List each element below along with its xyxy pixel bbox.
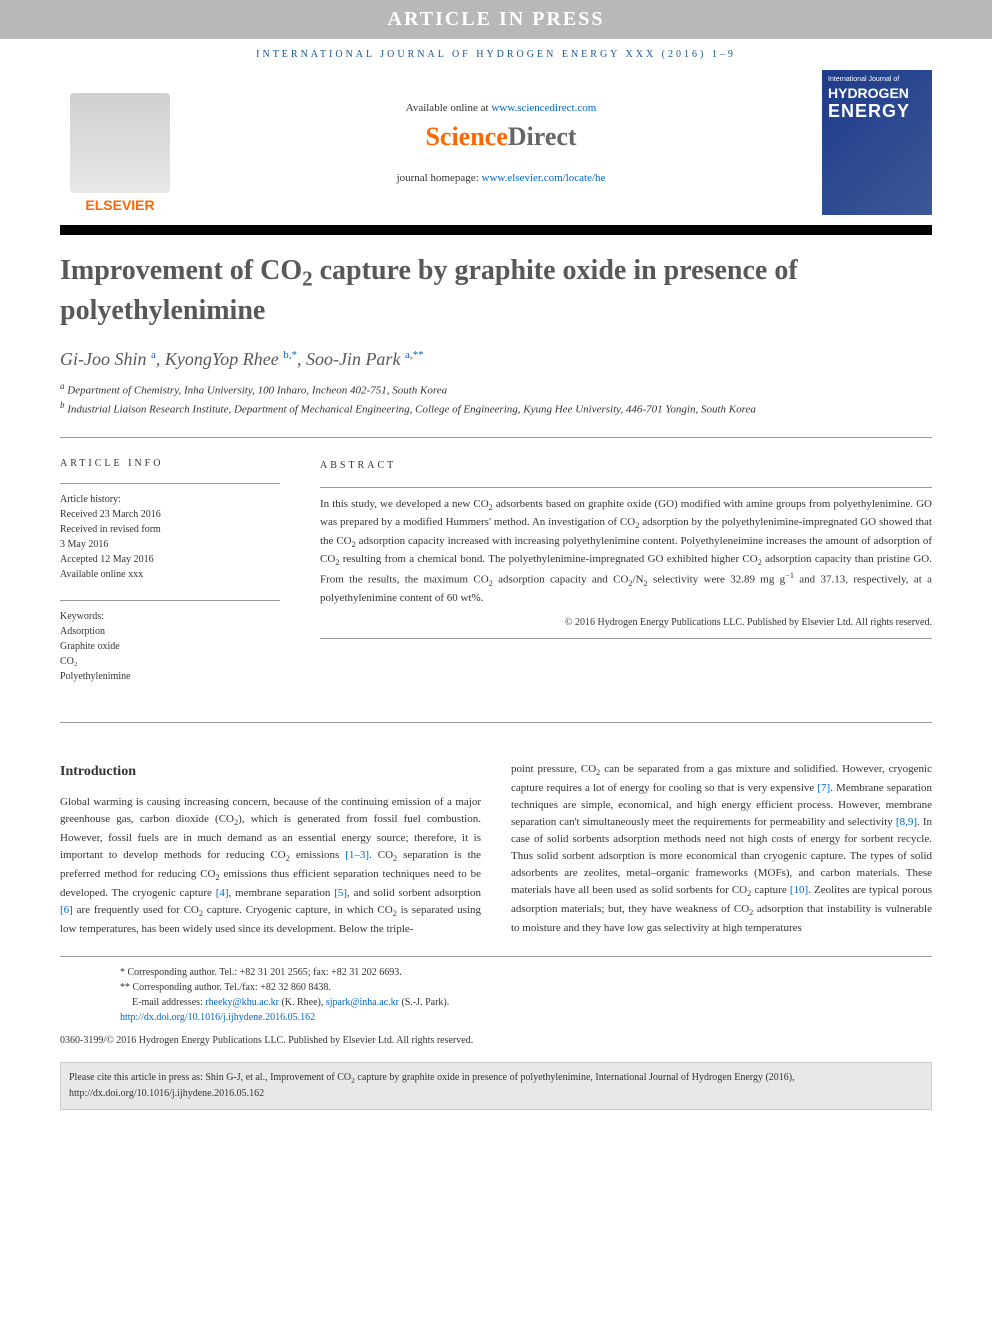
introduction-heading: Introduction <box>60 761 481 783</box>
email-name-2: (S.-J. Park). <box>399 997 449 1008</box>
abstract: ABSTRACT In this study, we developed a n… <box>320 458 932 702</box>
email-link-1[interactable]: rheeky@khu.ac.kr <box>205 997 279 1008</box>
sciencedirect-logo: ScienceDirect <box>200 122 802 152</box>
doi-link[interactable]: http://dx.doi.org/10.1016/j.ijhydene.201… <box>120 1012 315 1023</box>
elsevier-logo: ELSEVIER <box>60 73 180 213</box>
email-link-2[interactable]: sjpark@inha.ac.kr <box>326 997 399 1008</box>
sd-science: Science <box>425 122 507 151</box>
journal-homepage: journal homepage: www.elsevier.com/locat… <box>200 172 802 184</box>
revised-line2: 3 May 2016 <box>60 537 280 552</box>
journal-cover: International Journal of HYDROGEN ENERGY <box>822 70 932 215</box>
keyword: Polyethylenimine <box>60 669 280 684</box>
elsevier-tree-icon <box>70 93 170 193</box>
elsevier-text: ELSEVIER <box>85 197 154 213</box>
revised-line1: Received in revised form <box>60 522 280 537</box>
article-title: Improvement of CO2 capture by graphite o… <box>0 235 992 339</box>
header-center: Available online at www.sciencedirect.co… <box>200 102 802 184</box>
corr-author-2: ** Corresponding author. Tel./fax: +82 3… <box>120 980 872 995</box>
article-info-header: ARTICLE INFO <box>60 458 280 469</box>
citation-header: INTERNATIONAL JOURNAL OF HYDROGEN ENERGY… <box>0 39 992 70</box>
article-in-press-banner: ARTICLE IN PRESS <box>0 0 992 39</box>
available-online: Available online at www.sciencedirect.co… <box>200 102 802 114</box>
keyword: Graphite oxide <box>60 639 280 654</box>
cover-line3: ENERGY <box>828 101 926 122</box>
affiliation-b: b Industrial Liaison Research Institute,… <box>60 399 932 418</box>
keywords-block: Keywords: Adsorption Graphite oxide CO₂ … <box>60 600 280 684</box>
accepted-date: Accepted 12 May 2016 <box>60 552 280 567</box>
sd-direct: Direct <box>508 122 577 151</box>
journal-header: ELSEVIER Available online at www.science… <box>0 70 992 215</box>
email-line: E-mail addresses: rheeky@khu.ac.kr (K. R… <box>120 995 872 1010</box>
article-history: Article history: Received 23 March 2016 … <box>60 483 280 582</box>
divider <box>60 437 932 438</box>
cite-article-box: Please cite this article in press as: Sh… <box>60 1062 932 1110</box>
article-info: ARTICLE INFO Article history: Received 2… <box>60 458 280 702</box>
online-date: Available online xxx <box>60 567 280 582</box>
abstract-copyright: © 2016 Hydrogen Energy Publications LLC.… <box>320 615 932 630</box>
abstract-bottom-rule <box>320 638 932 639</box>
cover-line2: HYDROGEN <box>828 85 926 101</box>
info-abstract-row: ARTICLE INFO Article history: Received 2… <box>0 446 992 714</box>
column-right: point pressure, CO2 can be separated fro… <box>511 761 932 939</box>
abstract-header: ABSTRACT <box>320 458 932 473</box>
sciencedirect-link[interactable]: www.sciencedirect.com <box>491 102 596 114</box>
column-left: Introduction Global warming is causing i… <box>60 761 481 939</box>
corr-author-1: * Corresponding author. Tel.: +82 31 201… <box>120 965 872 980</box>
email-label: E-mail addresses: <box>132 997 205 1008</box>
intro-para-1: Global warming is causing increasing con… <box>60 794 481 938</box>
received-date: Received 23 March 2016 <box>60 507 280 522</box>
affil-a-text: Department of Chemistry, Inha University… <box>67 385 447 397</box>
keyword: Adsorption <box>60 624 280 639</box>
intro-para-2: point pressure, CO2 can be separated fro… <box>511 761 932 937</box>
homepage-link[interactable]: www.elsevier.com/locate/he <box>482 172 606 184</box>
keywords-label: Keywords: <box>60 609 280 624</box>
divider <box>60 722 932 723</box>
cover-line1: International Journal of <box>828 76 926 83</box>
affiliations: a Department of Chemistry, Inha Universi… <box>0 380 992 428</box>
homepage-pre: journal homepage: <box>397 172 482 184</box>
abstract-text: In this study, we developed a new CO2 ad… <box>320 487 932 607</box>
footer-copyright: 0360-3199/© 2016 Hydrogen Energy Publica… <box>0 1033 992 1056</box>
title-separator-bar <box>60 225 932 235</box>
email-name-1: (K. Rhee), <box>279 997 326 1008</box>
affil-b-text: Industrial Liaison Research Institute, D… <box>67 404 756 416</box>
authors: Gi-Joo Shin a, KyongYop Rhee b,*, Soo-Ji… <box>0 339 992 380</box>
affiliation-a: a Department of Chemistry, Inha Universi… <box>60 380 932 399</box>
body-columns: Introduction Global warming is causing i… <box>0 731 992 949</box>
corresponding-author-notes: * Corresponding author. Tel.: +82 31 201… <box>60 956 932 1033</box>
history-label: Article history: <box>60 492 280 507</box>
keyword: CO₂ <box>60 654 280 669</box>
available-pre: Available online at <box>406 102 492 114</box>
